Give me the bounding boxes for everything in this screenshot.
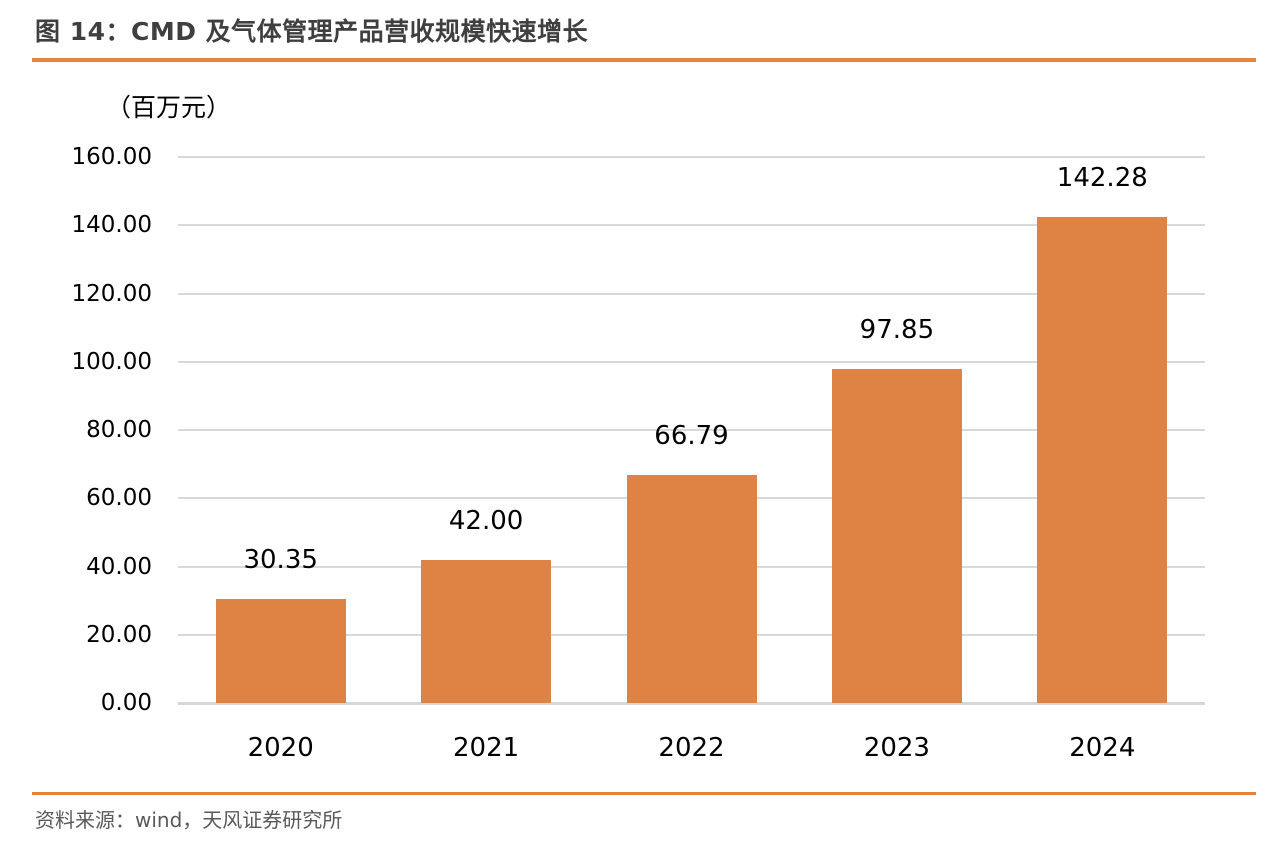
y-axis-labels: 0.00 20.00 40.00 60.00 80.00 100.00 120.00 140.… <box>40 144 152 716</box>
value-label-2022: 66.79 <box>654 421 729 452</box>
y-tick-label: 80.00 <box>86 417 152 443</box>
bar-2024 <box>1037 217 1168 703</box>
value-label-2020: 30.35 <box>243 545 318 576</box>
bar-2023 <box>831 369 962 703</box>
footer-divider <box>32 792 1256 795</box>
gridline <box>178 702 1205 705</box>
plot-area: 30.35 2020 42.00 2021 66.79 2022 97.85 2023 142.… <box>178 156 1205 763</box>
value-label-2024: 142.28 <box>1056 163 1148 194</box>
gridline <box>178 224 1205 227</box>
bar-2022 <box>626 475 757 703</box>
title-divider <box>32 58 1256 62</box>
x-tick-label: 2020 <box>247 733 314 763</box>
y-tick-label: 0.00 <box>100 690 152 716</box>
y-tick-label: 40.00 <box>86 553 152 580</box>
y-tick-label: 20.00 <box>86 621 152 648</box>
bar-2020 <box>215 599 346 703</box>
x-tick-label: 2021 <box>453 733 520 763</box>
y-tick-label: 140.00 <box>71 212 152 239</box>
y-tick-label: 100.00 <box>71 348 152 375</box>
x-tick-label: 2023 <box>863 733 930 763</box>
y-tick-label: 60.00 <box>86 485 152 512</box>
value-label-2021: 42.00 <box>448 505 524 536</box>
gridline <box>178 429 1205 431</box>
figure-title: 图 14：CMD 及气体管理产品营收规模快速增长 <box>35 17 589 46</box>
gridline <box>178 292 1205 295</box>
x-tick-label: 2024 <box>1069 733 1136 763</box>
y-axis-unit-label: （百万元） <box>106 93 232 122</box>
bar-2021 <box>421 559 552 703</box>
gridline <box>178 156 1205 158</box>
value-label-2023: 97.85 <box>859 315 935 346</box>
x-tick-label: 2022 <box>658 733 725 763</box>
y-tick-label: 160.00 <box>71 144 152 170</box>
gridline <box>178 360 1205 363</box>
y-tick-label: 120.00 <box>71 280 152 307</box>
source-note: 资料来源：wind，天风证券研究所 <box>35 808 343 832</box>
